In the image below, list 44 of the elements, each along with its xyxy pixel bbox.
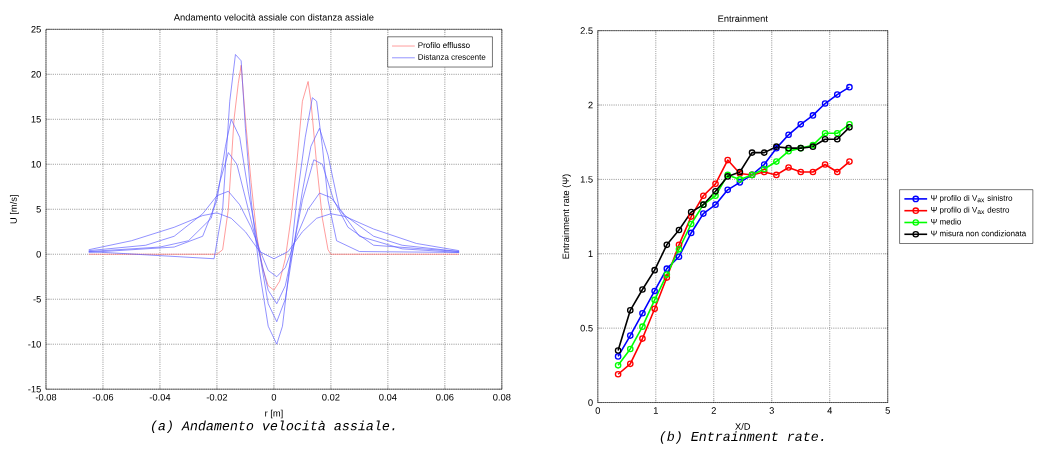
legend-label: Ψ medio [931, 218, 961, 225]
x-tick-label: 2 [711, 407, 716, 414]
y-tick-label: 15 [31, 115, 41, 123]
y-tick-label: 1 [588, 250, 593, 257]
chart-title: Andamento velocità assiale con distanza assiale [173, 13, 374, 21]
y-tick-label: -10 [28, 340, 41, 348]
x-tick-label: 0 [595, 407, 601, 414]
x-tick-label: 5 [885, 407, 890, 414]
y-tick-label: 0 [36, 250, 41, 258]
x-tick-label: -0.02 [206, 393, 228, 401]
y-tick-label: -15 [28, 385, 41, 393]
x-tick-label: -0.08 [35, 393, 57, 401]
x-axis-title: r [m] [265, 409, 283, 419]
x-tick-label: 3 [769, 407, 774, 414]
legend-label: Ψ profilo di V$_{ax}$ sinistro [931, 194, 1013, 203]
x-tick-label: 0.06 [436, 393, 454, 401]
legend-label: Profilo efflusso [418, 42, 470, 48]
x-tick-label: 0.04 [379, 393, 397, 401]
y-tick-label: 0 [588, 399, 593, 406]
legend-label: Distanza crescente [418, 53, 486, 60]
y-axis-title: U [m/s] [9, 195, 19, 224]
x-tick-label: -0.04 [149, 393, 171, 401]
y-tick-label: 0.5 [580, 324, 593, 332]
y-tick-label: 20 [31, 70, 41, 78]
y-tick-label: -5 [33, 295, 41, 303]
legend-label: Ψ misura non condizionata [931, 230, 1027, 237]
chart-title: Entrainment [718, 15, 768, 22]
y-tick-label: 10 [31, 160, 41, 168]
text: (a) Andamento velocità assiale. [151, 420, 395, 433]
x-tick-label: 0.08 [493, 393, 511, 401]
x-tick-label: -0.06 [92, 393, 114, 401]
x-tick-label: 0.02 [322, 393, 340, 401]
y-tick-label: 5 [36, 205, 41, 213]
y-tick-label: 1.5 [580, 176, 593, 183]
x-axis-title: X/D [735, 422, 751, 430]
y-tick-label: 2.5 [580, 27, 593, 34]
text: (b) Entrainment rate. [660, 431, 824, 444]
x-tick-label: 1 [653, 407, 658, 414]
y-axis-title: Entrainment rate (Ψ) [562, 174, 571, 259]
y-tick-label: 25 [31, 25, 41, 33]
legend-label: Ψ profilo di V$_{ax}$ destro [931, 206, 1010, 215]
x-tick-label: 0 [271, 393, 277, 401]
x-tick-label: 4 [827, 407, 833, 414]
y-tick-label: 2 [588, 101, 593, 109]
